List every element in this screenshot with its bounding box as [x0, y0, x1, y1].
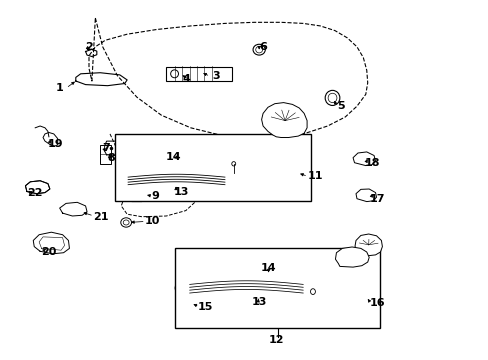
Text: 4: 4: [183, 74, 190, 84]
Ellipse shape: [121, 218, 131, 227]
Bar: [166, 67, 232, 81]
Ellipse shape: [310, 289, 315, 294]
Text: 12: 12: [268, 335, 284, 345]
Text: 21: 21: [93, 212, 108, 222]
Text: 14: 14: [165, 152, 181, 162]
Text: 7: 7: [102, 143, 110, 153]
Text: 19: 19: [48, 139, 63, 149]
Ellipse shape: [178, 299, 183, 305]
Ellipse shape: [255, 46, 262, 53]
Ellipse shape: [231, 162, 235, 166]
Text: 10: 10: [144, 216, 159, 226]
Text: 16: 16: [368, 298, 384, 308]
Polygon shape: [335, 247, 368, 267]
Bar: [175, 248, 380, 328]
Text: 1: 1: [56, 83, 63, 93]
Text: 8: 8: [107, 153, 115, 163]
Polygon shape: [261, 103, 306, 138]
Text: 14: 14: [261, 263, 276, 273]
Polygon shape: [352, 152, 375, 166]
Text: 15: 15: [198, 302, 213, 312]
Ellipse shape: [325, 90, 339, 105]
Text: 9: 9: [151, 191, 159, 201]
Polygon shape: [355, 189, 376, 202]
Text: 11: 11: [307, 171, 323, 181]
Text: 13: 13: [173, 186, 188, 197]
Ellipse shape: [253, 44, 265, 55]
Bar: [100, 145, 110, 164]
Text: 22: 22: [27, 188, 42, 198]
Text: 18: 18: [364, 158, 379, 168]
Text: 20: 20: [41, 247, 57, 257]
Text: 17: 17: [368, 194, 384, 204]
Ellipse shape: [121, 175, 128, 182]
Polygon shape: [354, 234, 382, 256]
Ellipse shape: [327, 93, 336, 103]
Ellipse shape: [170, 70, 178, 78]
Text: 5: 5: [337, 101, 345, 111]
Text: 13: 13: [251, 297, 266, 307]
Text: 6: 6: [259, 42, 266, 52]
Text: 3: 3: [212, 71, 220, 81]
Bar: [115, 134, 310, 201]
Text: 2: 2: [85, 42, 93, 52]
Ellipse shape: [123, 220, 129, 225]
